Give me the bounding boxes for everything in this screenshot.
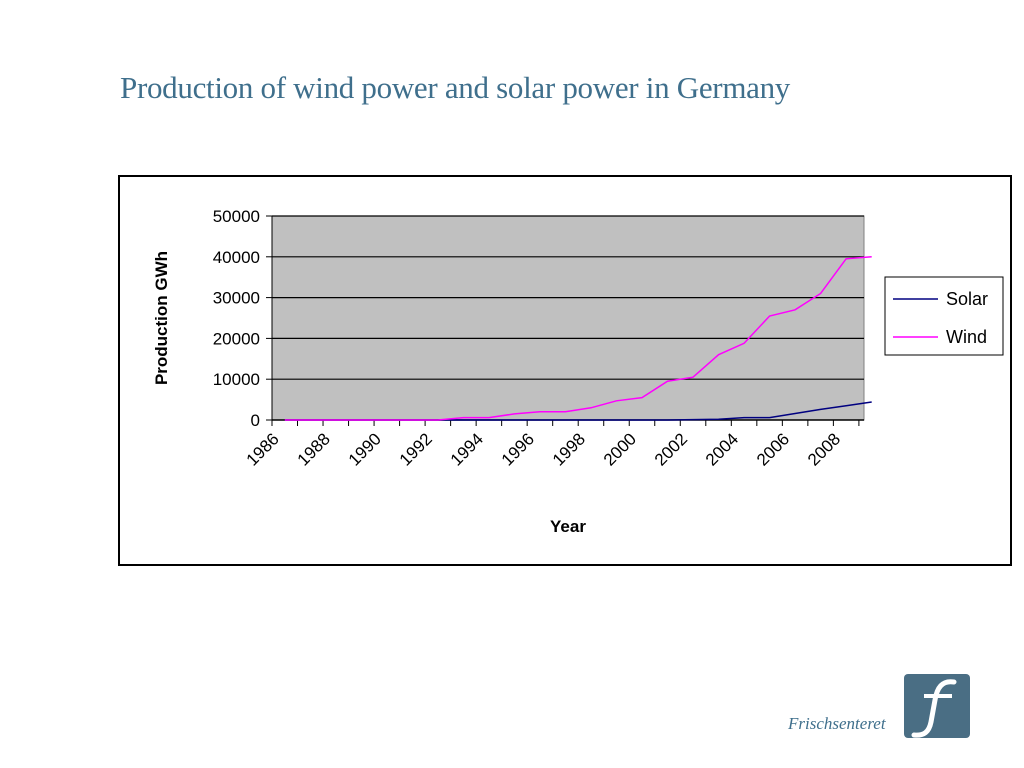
x-tick-label: 2008 <box>804 429 844 469</box>
x-tick-label: 1992 <box>396 429 436 469</box>
x-tick-label: 2006 <box>753 429 793 469</box>
x-tick-label: 2002 <box>651 429 691 469</box>
y-tick-label: 40000 <box>213 248 260 267</box>
y-tick-label: 0 <box>251 411 260 430</box>
x-axis-title: Year <box>550 517 586 536</box>
y-tick-label: 10000 <box>213 370 260 389</box>
legend-label-wind: Wind <box>946 327 987 347</box>
frischsenteret-logo <box>904 674 970 738</box>
series-lines <box>284 256 872 421</box>
x-tick-label: 1988 <box>294 429 334 469</box>
x-tick-label: 2000 <box>600 429 640 469</box>
brand-name: Frischsenteret <box>788 714 886 733</box>
series-line-wind <box>284 256 872 421</box>
x-tick-label: 1986 <box>243 429 283 469</box>
x-tick-label: 1994 <box>447 429 487 469</box>
chart-frame: 0 10000 20000 30000 40000 50000 1986 1988 1990 1… <box>118 175 1012 566</box>
plot-area <box>271 215 865 421</box>
x-tick-label: 1990 <box>345 429 385 469</box>
legend: Solar Wind <box>884 276 1004 356</box>
x-tick-label: 1996 <box>498 429 538 469</box>
x-tick-label: 1998 <box>549 429 589 469</box>
x-tick-label: 2004 <box>702 429 742 469</box>
y-tick-label: 30000 <box>213 289 260 308</box>
legend-label-solar: Solar <box>946 289 988 309</box>
y-tick-label: 20000 <box>213 329 260 348</box>
legend-box <box>884 276 1004 356</box>
slide-title: Production of wind power and solar power… <box>120 70 790 105</box>
y-tick-labels: 0 10000 20000 30000 40000 50000 <box>213 207 272 430</box>
grid-lines <box>272 215 864 380</box>
y-tick-label: 50000 <box>213 207 260 226</box>
y-axis-title: Production GWh <box>152 251 171 385</box>
x-tick-labels: 1986 1988 1990 1992 1994 1996 1998 2000 2002 2004… <box>243 420 860 470</box>
